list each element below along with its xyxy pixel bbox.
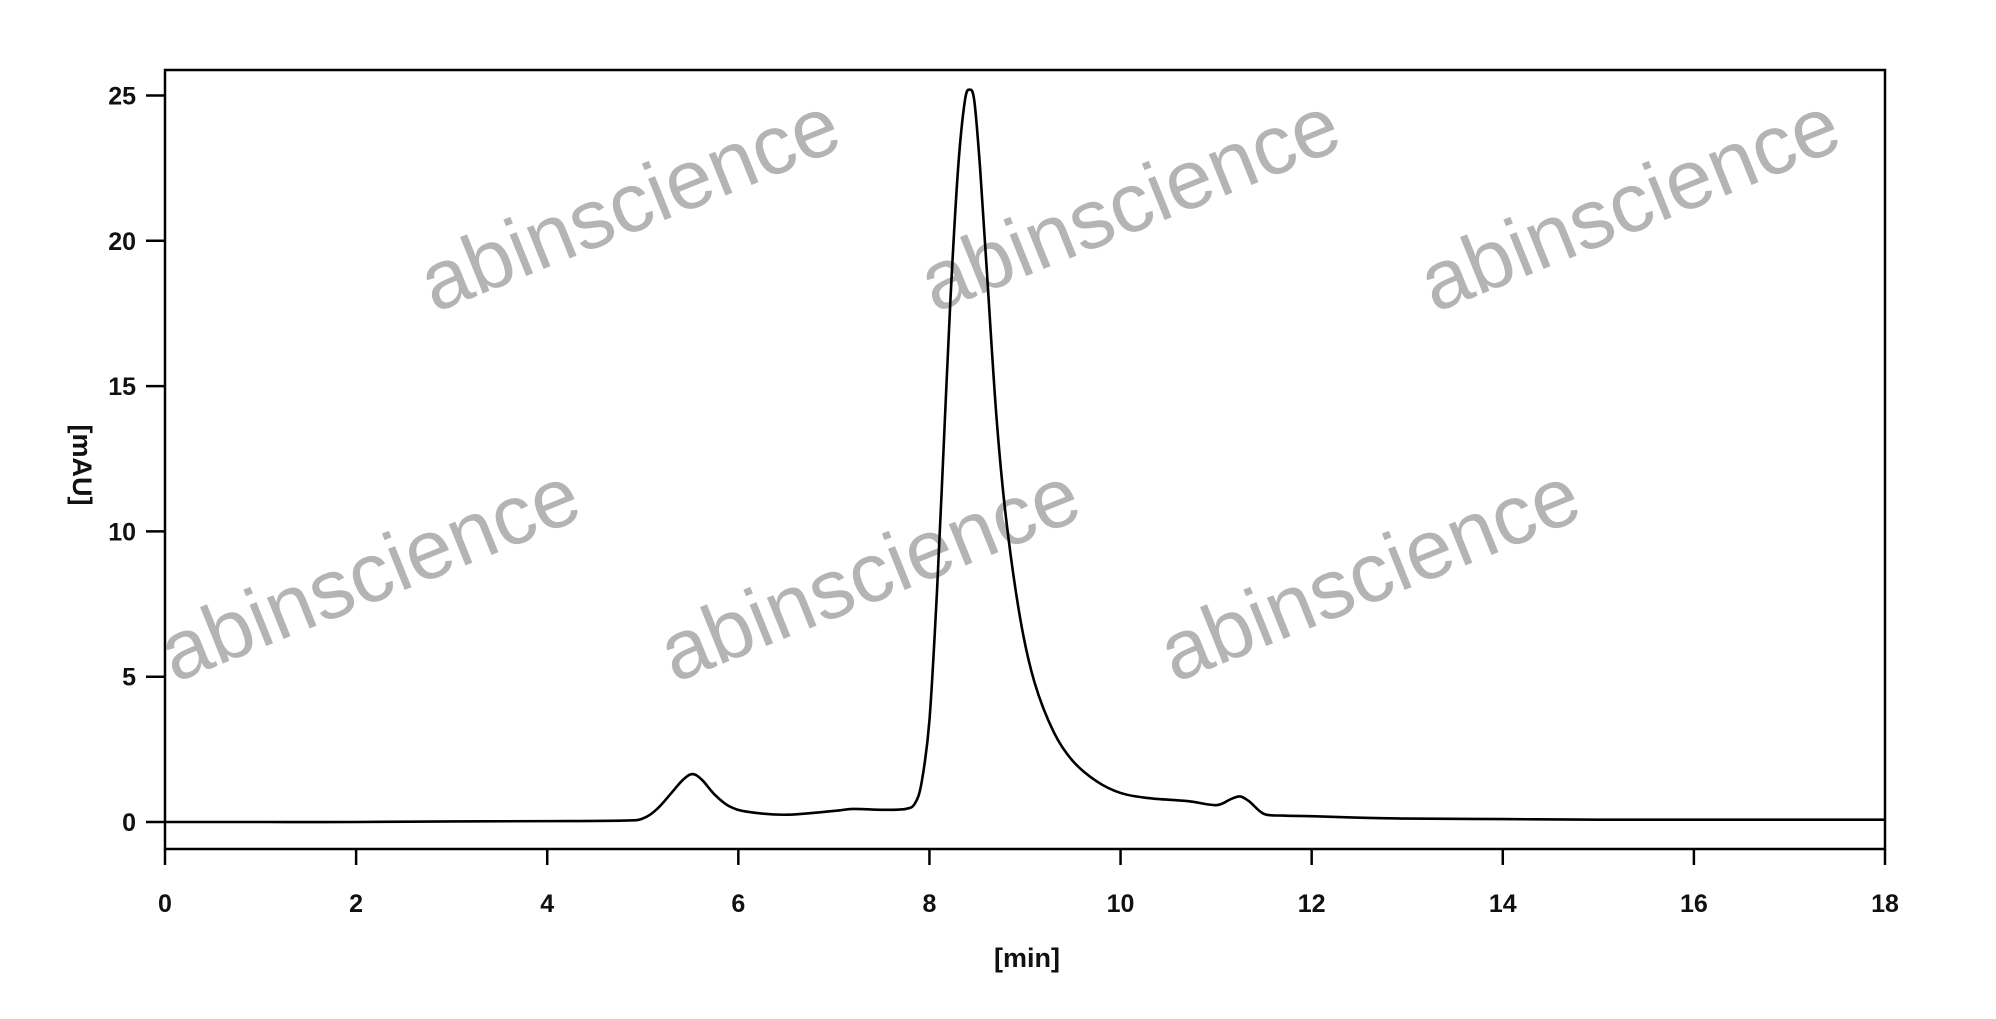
x-tick-label: 2	[349, 890, 363, 918]
x-tick-label: 4	[540, 890, 554, 918]
watermark-text: abinscience	[1146, 446, 1593, 699]
watermark-text: abinscience	[406, 76, 853, 329]
watermark-text: abinscience	[146, 446, 593, 699]
y-tick-label: 25	[108, 83, 136, 111]
x-axis-label: [min]	[994, 943, 1060, 973]
y-tick-label: 0	[122, 809, 136, 837]
x-axis-ticks: 0 2 4 6 8 10 12 14 16 18	[158, 849, 1899, 918]
y-tick-label: 5	[122, 664, 136, 692]
y-axis-label: [mAU]	[67, 425, 97, 506]
watermark-layer: abinscience abinscience abinscienceabinsci…	[146, 76, 1853, 699]
x-tick-label: 0	[158, 890, 172, 918]
chromatogram-trace	[164, 88, 1885, 824]
y-tick-label: 10	[108, 518, 136, 546]
plot-frame	[163, 68, 1887, 851]
watermark-text: abinscience	[906, 76, 1353, 329]
x-tick-label: 16	[1680, 890, 1708, 918]
x-tick-label: 18	[1871, 890, 1899, 918]
x-tick-label: 12	[1298, 890, 1326, 918]
y-axis-ticks: 0 5 10 15 20 25	[108, 83, 165, 837]
x-tick-label: 14	[1489, 890, 1517, 918]
x-tick-label: 6	[731, 890, 745, 918]
watermark-text: abinscience	[1406, 76, 1853, 329]
x-tick-label: 8	[922, 890, 936, 918]
y-tick-label: 15	[108, 373, 136, 401]
watermark-text: abinscience	[646, 446, 1093, 699]
y-tick-label: 20	[108, 228, 136, 256]
x-tick-label: 10	[1107, 890, 1135, 918]
